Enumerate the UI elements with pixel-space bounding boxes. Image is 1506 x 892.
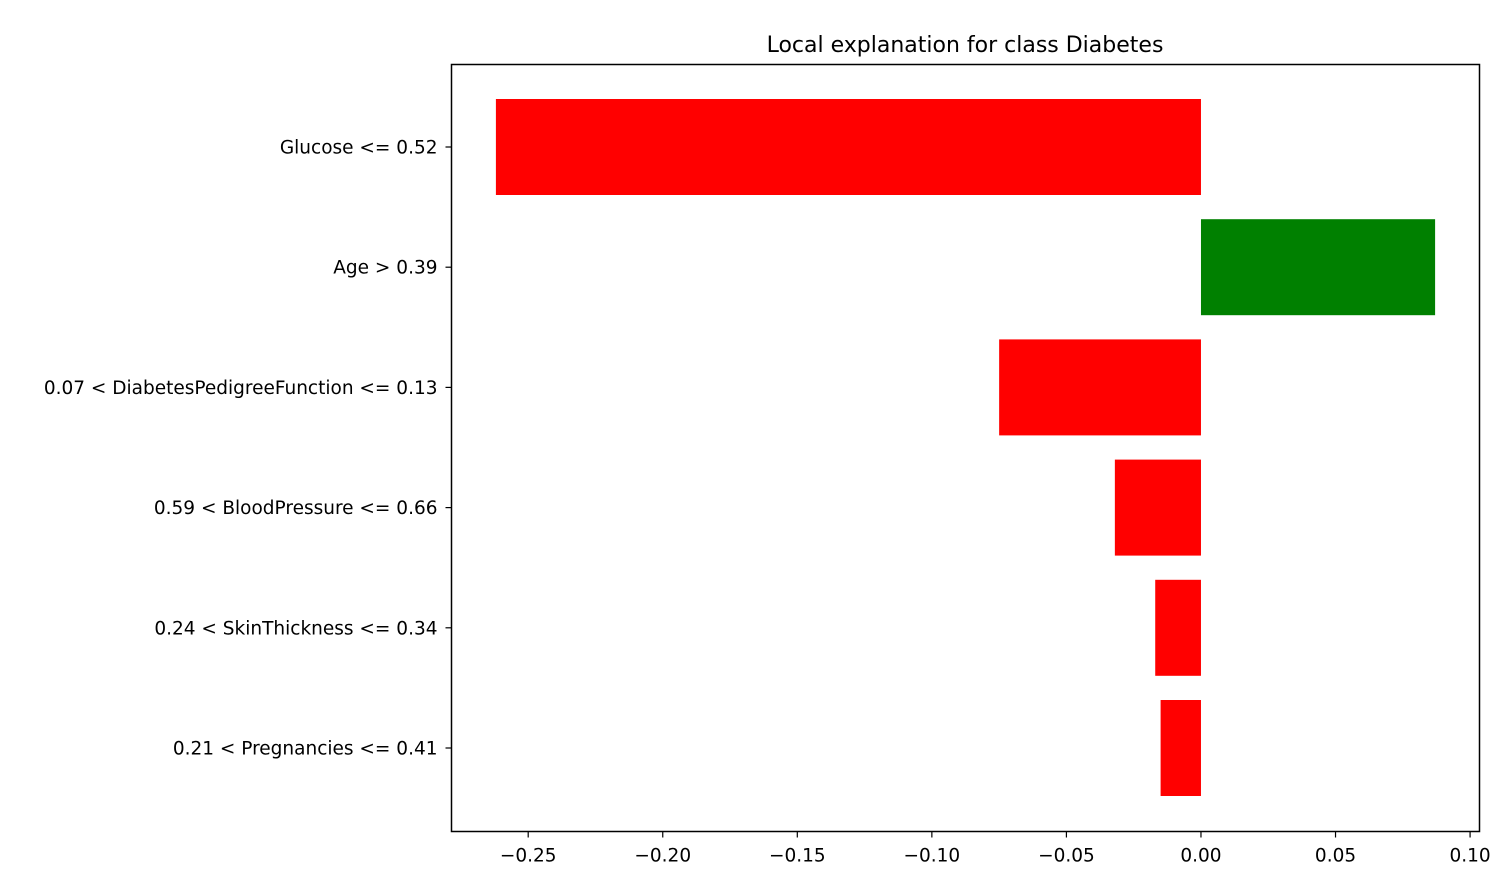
x-tick-label-3: −0.10 (904, 846, 961, 867)
x-tick-label-1: −0.20 (634, 846, 691, 867)
bar-2 (999, 339, 1201, 436)
x-tick-label-5: 0.00 (1180, 846, 1221, 867)
bar-0 (495, 99, 1201, 195)
category-label-1: Age > 0.39 (333, 258, 437, 279)
plot-frame (450, 63, 1481, 833)
category-label-5: 0.21 < Pregnancies <= 0.41 (173, 739, 438, 760)
category-label-4: 0.24 < SkinThickness <= 0.34 (154, 618, 437, 639)
x-tick-label-0: −0.25 (500, 846, 557, 867)
x-tick-label-7: 0.10 (1449, 846, 1490, 867)
x-tick-label-6: 0.05 (1315, 846, 1356, 867)
bar-4 (1155, 579, 1201, 676)
category-label-2: 0.07 < DiabetesPedigreeFunction <= 0.13 (44, 378, 438, 399)
category-label-0: Glucose <= 0.52 (280, 138, 438, 159)
category-labels: Glucose <= 0.52 Age > 0.39 0.07 < Diabetes… (44, 138, 452, 760)
category-label-3: 0.59 < BloodPressure <= 0.66 (154, 498, 438, 519)
bars (495, 99, 1436, 796)
x-tick-label-4: −0.05 (1038, 846, 1095, 867)
bar-3 (1114, 459, 1201, 556)
bar-1 (1200, 219, 1436, 316)
x-axis: −0.25 −0.20 −0.15 −0.10 −0.05 0.00 0.05 0.10 (500, 831, 1491, 867)
bar-5 (1160, 700, 1201, 796)
x-tick-label-2: −0.15 (769, 846, 826, 867)
chart-title: Local explanation for class Diabetes (767, 33, 1164, 58)
